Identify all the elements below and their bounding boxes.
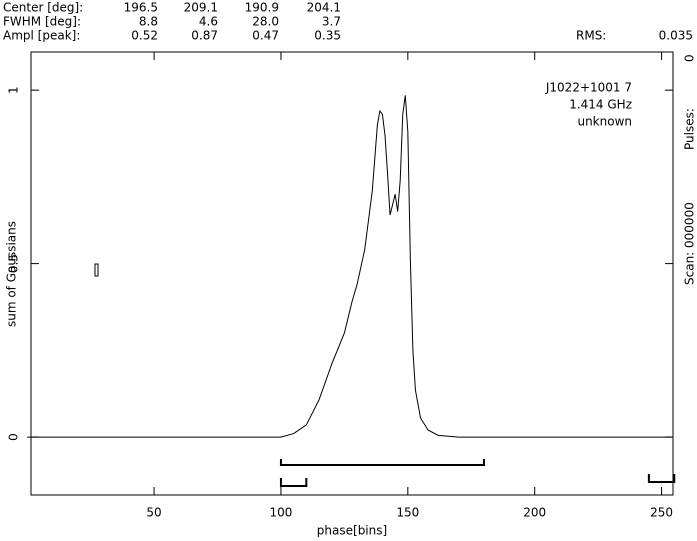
pulses-label: Pulses: — [683, 108, 697, 150]
region-bracket — [279, 478, 308, 487]
x-tick-label: 150 — [396, 506, 419, 520]
header-value: 0.87 — [191, 29, 218, 43]
annotation: 1.414 GHz — [569, 98, 632, 112]
x-axis-label: phase[bins] — [317, 524, 387, 538]
header-value: 4.6 — [199, 15, 218, 29]
marker-box — [94, 263, 99, 277]
x-tick-label: 250 — [650, 506, 673, 520]
header-label: Ampl [peak]: — [3, 29, 80, 43]
header-value: 196.5 — [124, 1, 158, 15]
header-value: 190.9 — [245, 1, 279, 15]
plot-frame — [30, 51, 674, 496]
header-value: 0.47 — [252, 29, 279, 43]
header-value: 3.7 — [322, 15, 341, 29]
header-value: 209.1 — [184, 1, 218, 15]
scan-label: Scan: 000000 — [683, 202, 697, 285]
header-value: 8.8 — [139, 15, 158, 29]
rms-label: RMS: — [576, 29, 606, 43]
annotation: unknown — [577, 115, 632, 129]
x-tick-label: 200 — [523, 506, 546, 520]
header-value: 28.0 — [252, 15, 279, 29]
header-value: 204.1 — [307, 1, 341, 15]
x-tick-label: 100 — [269, 506, 292, 520]
y-tick-label: 1 — [7, 86, 21, 94]
region-bracket — [279, 459, 485, 466]
header-label: FWHM [deg]: — [3, 15, 81, 29]
y-tick-label: 0 — [7, 433, 21, 441]
y-tick-label: 0.5 — [7, 254, 21, 273]
rms-value: 0.035 — [659, 29, 693, 43]
header-label: Center [deg]: — [3, 1, 83, 15]
pulses-value: 0 — [683, 54, 697, 62]
profile-line — [27, 95, 672, 438]
y-axis-label: sum of Gaussians — [5, 221, 19, 327]
x-tick-label: 50 — [146, 506, 161, 520]
header-value: 0.35 — [314, 29, 341, 43]
header-value: 0.52 — [131, 29, 158, 43]
region-bracket — [647, 474, 676, 483]
annotation: J1022+1001 7 — [545, 81, 632, 95]
